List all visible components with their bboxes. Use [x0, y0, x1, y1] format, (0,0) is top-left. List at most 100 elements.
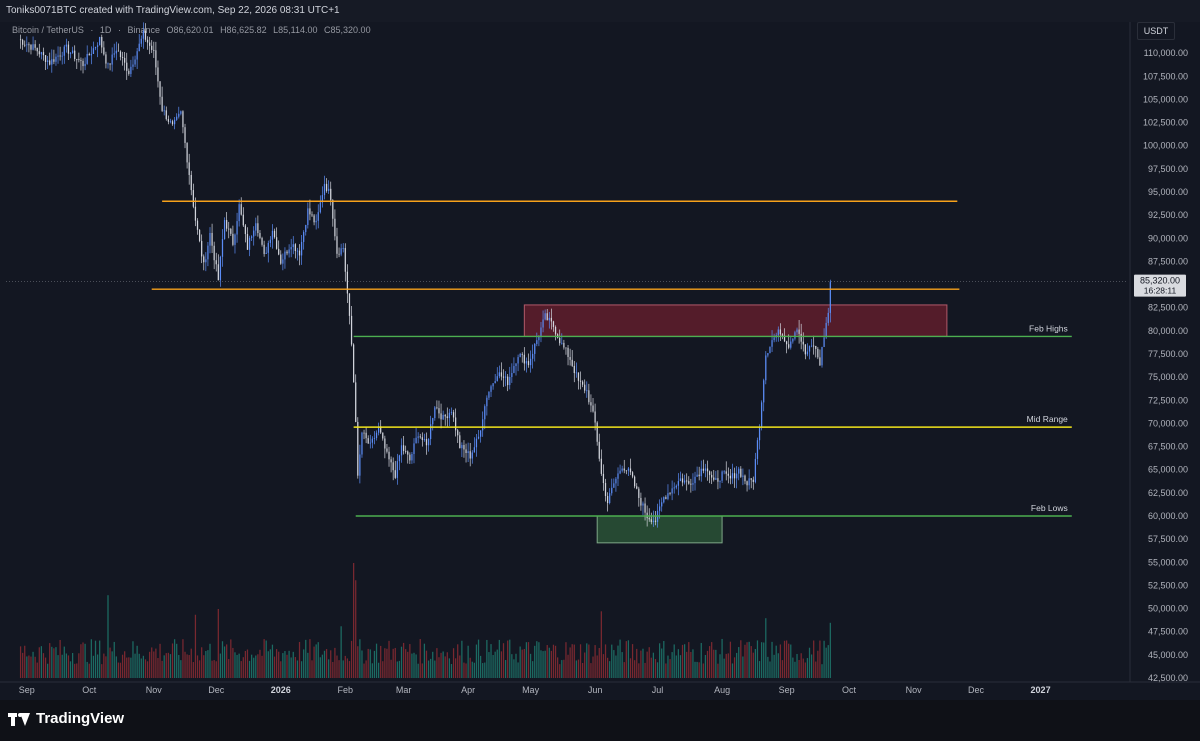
candle — [373, 431, 376, 445]
volume-bar — [99, 640, 101, 678]
volume-bar — [128, 657, 130, 678]
volume-bar — [88, 663, 90, 678]
candle — [336, 227, 338, 259]
volume-bar — [76, 663, 78, 678]
volume-bar — [311, 660, 313, 678]
candle — [509, 366, 511, 390]
candle — [182, 110, 184, 134]
volume-bar — [436, 648, 438, 678]
volume-bar — [825, 647, 827, 678]
candle — [63, 44, 65, 64]
candle — [392, 457, 394, 481]
volume-bar — [496, 649, 498, 678]
candle — [648, 508, 650, 522]
candle — [271, 224, 274, 249]
volume-bar — [461, 640, 463, 678]
volume-bar — [444, 656, 446, 678]
volume-bar — [344, 655, 346, 678]
candle — [550, 308, 553, 330]
candle — [752, 476, 754, 490]
candle — [36, 47, 38, 56]
volume-bar — [636, 648, 638, 678]
candle — [536, 332, 538, 347]
candle — [334, 209, 336, 241]
volume-bar — [479, 655, 482, 678]
candle — [153, 41, 155, 58]
candle — [205, 252, 207, 272]
volume-bar — [817, 650, 819, 678]
volume-bar — [207, 650, 209, 678]
volume-bar — [198, 660, 201, 678]
candle — [388, 446, 390, 467]
supply-zone[interactable] — [523, 304, 948, 337]
candle — [171, 119, 174, 126]
candle — [259, 230, 261, 240]
symbol-interval[interactable]: 1D — [99, 25, 112, 35]
candle — [609, 488, 611, 505]
candle — [275, 227, 278, 250]
volume-bar — [475, 644, 478, 678]
price-chart[interactable]: Feb Highs Mid Range Feb Lows 110,000.00 107… — [0, 0, 1200, 700]
candle — [186, 142, 188, 169]
candle — [742, 468, 744, 486]
candle — [151, 40, 153, 53]
volume-bar — [754, 649, 757, 678]
volume-bar — [577, 659, 580, 678]
candle — [785, 340, 788, 354]
price-tick-label: 82,500.00 — [1148, 303, 1188, 313]
candle — [829, 279, 831, 323]
candle — [579, 371, 582, 390]
candle — [342, 243, 344, 253]
demand-zone[interactable] — [596, 515, 723, 544]
volume-bar — [232, 647, 234, 678]
volume-bar — [738, 647, 740, 678]
candle — [796, 327, 798, 336]
volume-bar — [548, 647, 550, 678]
symbol-name[interactable]: Bitcoin / TetherUS — [12, 25, 84, 35]
volume-bar — [251, 654, 253, 678]
candle — [554, 325, 557, 341]
volume-bar — [494, 651, 496, 678]
volume-bar — [736, 652, 738, 678]
candle — [40, 51, 43, 60]
volume-bar — [727, 653, 729, 678]
volume-bar — [30, 656, 32, 678]
volume-bar — [178, 654, 180, 678]
currency-selector[interactable]: USDT — [1137, 22, 1175, 40]
candle — [717, 470, 719, 490]
candle — [55, 53, 57, 66]
volume-bar — [698, 662, 700, 678]
volume-bar — [829, 622, 831, 678]
volume-bar — [765, 618, 767, 678]
price-tick-label: 92,500.00 — [1148, 210, 1188, 220]
candle — [827, 307, 829, 326]
candle — [169, 118, 172, 124]
volume-bar — [109, 647, 111, 678]
candle — [61, 51, 63, 65]
volume-bar — [346, 658, 349, 678]
candle — [109, 63, 111, 71]
volume-bar — [448, 658, 451, 678]
candle — [257, 215, 259, 237]
tradingview-logo[interactable]: TradingView — [8, 710, 124, 727]
volume-bar — [652, 652, 655, 678]
candle — [823, 328, 825, 348]
candle — [688, 476, 690, 485]
volume-bar — [423, 643, 426, 678]
volume-bar — [452, 648, 455, 678]
candle — [529, 350, 532, 373]
volume-bar — [748, 641, 750, 678]
volume-bar — [519, 646, 521, 678]
volume-bar — [713, 649, 715, 678]
volume-bar — [525, 642, 528, 678]
candle — [467, 442, 469, 463]
candle — [621, 465, 623, 473]
candle — [307, 202, 309, 229]
candle — [521, 352, 523, 363]
candle — [188, 153, 190, 185]
candle — [792, 338, 794, 344]
price-tick-label: 102,500.00 — [1143, 118, 1188, 128]
volume-bar — [740, 640, 742, 678]
volume-bar — [790, 644, 792, 678]
volume-bar — [659, 643, 661, 678]
